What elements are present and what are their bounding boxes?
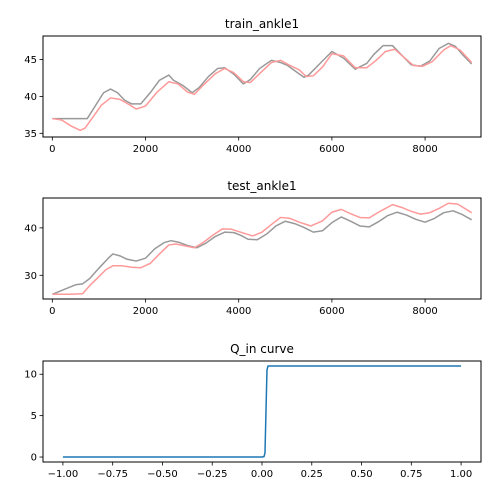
- x-tick-label: 0: [49, 144, 55, 155]
- subplot-test-ankle1: test_ankle1 0 2000 4000 6000 8000 30 40: [24, 179, 481, 317]
- x-tick-label: 8000: [412, 306, 437, 317]
- y-tick-label: 35: [24, 129, 37, 140]
- axes-frame: [43, 36, 481, 137]
- x-tick-label: 2000: [133, 144, 158, 155]
- series-line-1: [52, 211, 471, 294]
- series-line-2: [52, 46, 471, 131]
- subplot-title: train_ankle1: [225, 17, 299, 31]
- subplot-train-ankle1: train_ankle1 0 2000 4000 6000 8000 35 40 45: [24, 17, 481, 155]
- subplot-q-in-curve: Q_in curve −1.00 −0.75 −0.50 −0.25 0.00 0.25 0…: [24, 342, 481, 480]
- series-line-1: [52, 43, 471, 118]
- x-tick-label: 0.75: [400, 469, 422, 480]
- subplot-title: Q_in curve: [230, 342, 294, 356]
- y-tick-label: 45: [24, 55, 37, 66]
- x-tick-label: 0.25: [301, 469, 323, 480]
- y-tick-label: 30: [24, 271, 37, 282]
- x-tick-label: 0.00: [251, 469, 273, 480]
- y-tick-label: 0: [31, 453, 37, 464]
- x-tick-label: −0.75: [97, 469, 128, 480]
- x-tick-label: −1.00: [48, 469, 79, 480]
- x-tick-label: −0.25: [197, 469, 228, 480]
- x-tick-label: 4000: [226, 306, 251, 317]
- subplot-title: test_ankle1: [227, 179, 296, 193]
- x-tick-label: 6000: [319, 306, 344, 317]
- axes-frame: [43, 361, 481, 462]
- x-tick-label: 2000: [133, 306, 158, 317]
- y-tick-label: 40: [24, 92, 37, 103]
- x-tick-label: −0.50: [147, 469, 178, 480]
- x-tick-label: 4000: [226, 144, 251, 155]
- x-tick-label: 6000: [319, 144, 344, 155]
- x-tick-label: 0: [49, 306, 55, 317]
- y-tick-label: 40: [24, 223, 37, 234]
- series-line-1: [63, 366, 461, 457]
- x-tick-label: 0.50: [350, 469, 372, 480]
- y-tick-label: 10: [24, 370, 37, 381]
- x-tick-label: 8000: [412, 144, 437, 155]
- x-tick-label: 1.00: [450, 469, 472, 480]
- y-tick-label: 5: [31, 411, 37, 422]
